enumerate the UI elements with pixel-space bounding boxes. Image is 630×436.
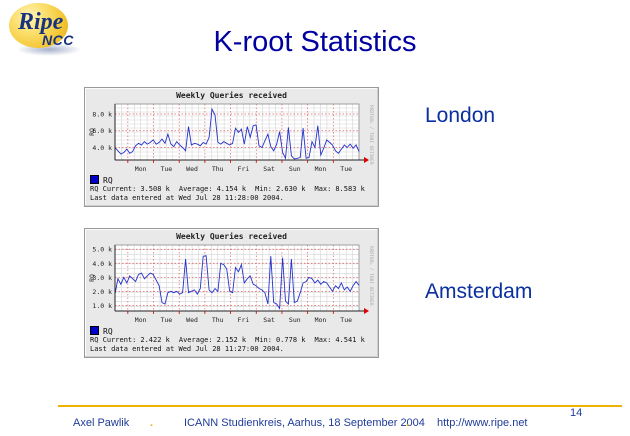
chart-title: Weekly Queries received [176,91,287,100]
ripe-ncc-logo: Ripe NCC [4,0,94,60]
label-amsterdam: Amsterdam [425,280,533,303]
legend-label: RQ [103,176,113,185]
chart-legend: RQ [85,175,378,185]
svg-text:Fri: Fri [238,316,250,324]
stat-label: Min: [255,336,272,344]
svg-text:Sun: Sun [289,165,301,173]
legend-swatch-icon [90,326,99,335]
svg-text:Tue: Tue [160,316,172,324]
stat-value: 2.630 k [275,185,306,193]
svg-text:3.0 k: 3.0 k [92,274,112,282]
svg-text:Sat: Sat [263,316,275,324]
chart-plot-london: 4.0 k 6.0 k 8.0 k Mon Tue Wed Thu Fri Sat Sun Mon T… [88,103,374,173]
stat-value: 4.154 k [216,185,247,193]
stat-label: Max: [314,185,332,193]
svg-text:RQ: RQ [88,274,96,282]
logo-text-ncc: NCC [42,32,74,48]
stat-label: Max: [314,336,332,344]
page-number: 14 [570,407,583,419]
svg-text:Sat: Sat [263,165,275,173]
footer-url-link[interactable]: http://www.ripe.net [437,417,528,429]
svg-text:RQ: RQ [88,128,96,136]
svg-text:4.0 k: 4.0 k [92,144,112,152]
stat-value: 8.583 k [335,185,365,193]
logo-text-ripe: Ripe [18,9,64,35]
svg-text:Tue: Tue [160,165,172,173]
svg-text:5.0 k: 5.0 k [92,246,112,254]
stat-label: Average: [178,336,213,344]
svg-text:6.0 k: 6.0 k [92,127,112,135]
stat-label: RQ Current: [90,336,137,344]
footer-author: Axel Pawlik [73,417,130,429]
svg-text:RRDTOOL / TOBI OETIKER: RRDTOOL / TOBI OETIKER [368,246,374,306]
stat-label: Min: [255,185,272,193]
chart-stats: RQ Current: 2.422 k Average: 2.152 k Min: 0.7… [85,335,378,345]
stat-label: RQ Current: [90,185,137,193]
chart-panel-london: Weekly Queries received 4.0 k 6.0 k 8.0 k M… [84,87,379,207]
label-london: London [425,104,496,127]
last-data-text: Last data entered at Wed Jul 28 11:28:00… [90,194,284,202]
chart-plot-amsterdam: 1.0 k 2.0 k 3.0 k 4.0 k 5.0 k Mon Tue Wed Thu Fri… [88,244,374,324]
footer-divider [58,405,622,407]
svg-text:4.0 k: 4.0 k [92,260,112,268]
logo-ball-icon [9,3,68,48]
svg-text:RRDTOOL / TOBI OETIKER: RRDTOOL / TOBI OETIKER [368,105,374,165]
stat-value: 3.508 k [140,185,170,193]
svg-text:Thu: Thu [212,165,224,173]
stat-value: 4.541 k [335,336,365,344]
svg-text:Mon: Mon [315,165,327,173]
svg-text:Wed: Wed [186,316,198,324]
chart-panel-amsterdam: Weekly Queries received 1.0 k 2.0 k 3.0 k 4… [84,228,379,358]
footer-event: ICANN Studienkreis, Aarhus, 18 September… [184,417,425,429]
stat-label: Average: [178,185,213,193]
svg-text:Mon: Mon [135,316,147,324]
stat-value: 2.152 k [216,336,247,344]
svg-text:2.0 k: 2.0 k [92,288,112,296]
chart-title: Weekly Queries received [176,232,287,241]
chart-legend: RQ [85,326,378,336]
svg-text:Tue: Tue [340,165,352,173]
svg-text:Fri: Fri [238,165,250,173]
svg-text:1.0 k: 1.0 k [92,302,112,310]
footer-separator-dot: . [150,417,154,429]
svg-text:Thu: Thu [212,316,224,324]
stat-value: 2.422 k [140,336,170,344]
chart-stats: RQ Current: 3.508 k Average: 4.154 k Min: 2.6… [85,184,378,194]
footer-separator-dot: . [406,417,410,429]
page-title: K-root Statistics [213,26,417,58]
svg-text:8.0 k: 8.0 k [92,111,112,119]
last-data-text: Last data entered at Wed Jul 28 11:27:00… [90,345,284,353]
svg-text:Sun: Sun [289,316,301,324]
svg-text:Mon: Mon [135,165,147,173]
legend-swatch-icon [90,175,99,184]
stat-value: 0.778 k [275,336,306,344]
legend-label: RQ [103,327,113,336]
svg-text:Mon: Mon [315,316,327,324]
svg-text:Wed: Wed [186,165,198,173]
svg-text:Tue: Tue [340,316,352,324]
